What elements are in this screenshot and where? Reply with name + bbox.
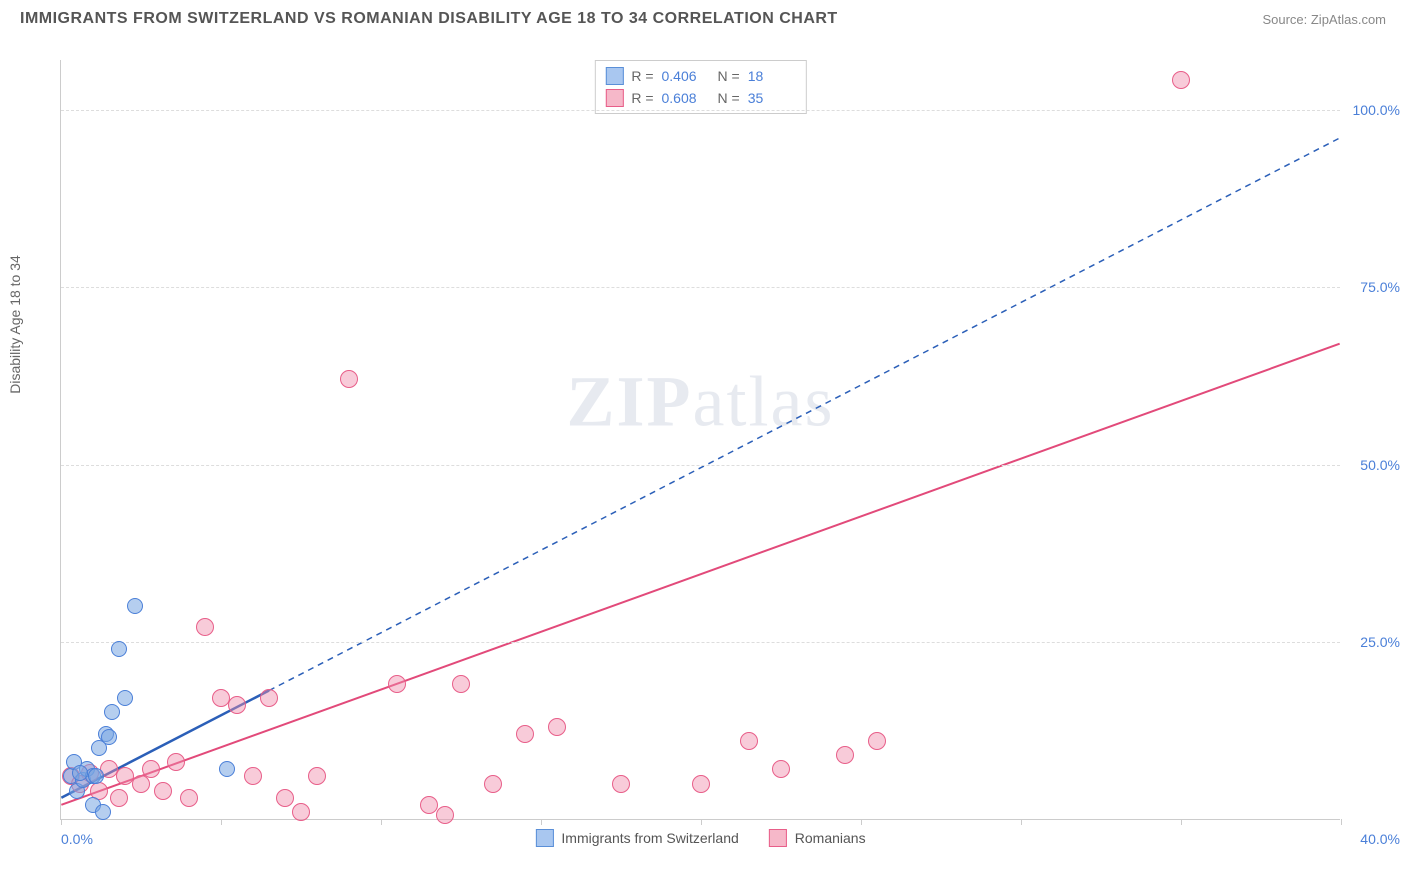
pink-point [740, 732, 758, 750]
pink-point [180, 789, 198, 807]
pink-point [196, 618, 214, 636]
grid-line [61, 642, 1340, 643]
legend-swatch [605, 89, 623, 107]
legend-swatch [605, 67, 623, 85]
blue-point [219, 761, 235, 777]
pink-point [388, 675, 406, 693]
y-tick-label: 100.0% [1353, 102, 1400, 118]
legend-r-value: 0.608 [662, 90, 710, 106]
legend-stat-row: R = 0.406 N = 18 [605, 65, 795, 87]
pink-point [276, 789, 294, 807]
plot-area: ZIPatlas R =0.406N =18R =0.608N =35 Immi… [60, 60, 1340, 820]
pink-point [836, 746, 854, 764]
pink-point [420, 796, 438, 814]
x-tick [221, 819, 222, 825]
watermark: ZIPatlas [567, 360, 835, 443]
y-axis-label: Disability Age 18 to 34 [7, 255, 23, 394]
pink-point [308, 767, 326, 785]
pink-point [772, 760, 790, 778]
legend-series: Immigrants from Switzerland Romanians [535, 829, 865, 847]
pink-point [612, 775, 630, 793]
legend-statistics: R = 0.406 N = 18 R = 0.608 N = 35 [594, 60, 806, 114]
x-tick-label: 0.0% [61, 831, 93, 847]
blue-point [101, 729, 117, 745]
x-tick [701, 819, 702, 825]
legend-n-value: 35 [748, 90, 796, 106]
legend-stat-row: R = 0.608 N = 35 [605, 87, 795, 109]
blue-point [127, 598, 143, 614]
pink-point [244, 767, 262, 785]
pink-point [260, 689, 278, 707]
chart-title: IMMIGRANTS FROM SWITZERLAND VS ROMANIAN … [20, 10, 838, 28]
pink-point [516, 725, 534, 743]
trend-lines [61, 60, 1340, 819]
grid-line [61, 110, 1340, 111]
grid-line [61, 465, 1340, 466]
y-tick-label: 50.0% [1360, 457, 1400, 473]
source-label: Source: ZipAtlas.com [1262, 12, 1386, 27]
blue-point [72, 765, 88, 781]
pink-point [868, 732, 886, 750]
x-tick [1181, 819, 1182, 825]
blue-point [95, 804, 111, 820]
legend-series-item: Immigrants from Switzerland [535, 829, 738, 847]
x-tick-label: 40.0% [1360, 831, 1400, 847]
chart-container: Disability Age 18 to 34 ZIPatlas R =0.40… [20, 40, 1386, 870]
x-tick [861, 819, 862, 825]
y-tick-label: 75.0% [1360, 279, 1400, 295]
x-tick [1341, 819, 1342, 825]
blue-point [117, 690, 133, 706]
grid-line [61, 287, 1340, 288]
legend-n-label: N = [718, 90, 740, 106]
pink-point [154, 782, 172, 800]
pink-point [548, 718, 566, 736]
legend-n-label: N = [718, 68, 740, 84]
pink-point [436, 806, 454, 824]
pink-point [484, 775, 502, 793]
x-tick [541, 819, 542, 825]
legend-series-label: Immigrants from Switzerland [561, 830, 738, 846]
blue-point [104, 704, 120, 720]
y-tick-label: 25.0% [1360, 634, 1400, 650]
legend-r-label: R = [631, 90, 653, 106]
pink-point [340, 370, 358, 388]
legend-swatch [535, 829, 553, 847]
pink-point [292, 803, 310, 821]
pink-point [167, 753, 185, 771]
legend-r-label: R = [631, 68, 653, 84]
legend-series-label: Romanians [795, 830, 866, 846]
pink-point [228, 696, 246, 714]
legend-n-value: 18 [748, 68, 796, 84]
pink-point [692, 775, 710, 793]
legend-series-item: Romanians [769, 829, 866, 847]
legend-r-value: 0.406 [662, 68, 710, 84]
x-tick [61, 819, 62, 825]
blue-point [111, 641, 127, 657]
pink-point [452, 675, 470, 693]
blue-point [88, 768, 104, 784]
pink-point [142, 760, 160, 778]
pink-point [110, 789, 128, 807]
legend-swatch [769, 829, 787, 847]
pink-point [1172, 71, 1190, 89]
x-tick [381, 819, 382, 825]
x-tick [1021, 819, 1022, 825]
